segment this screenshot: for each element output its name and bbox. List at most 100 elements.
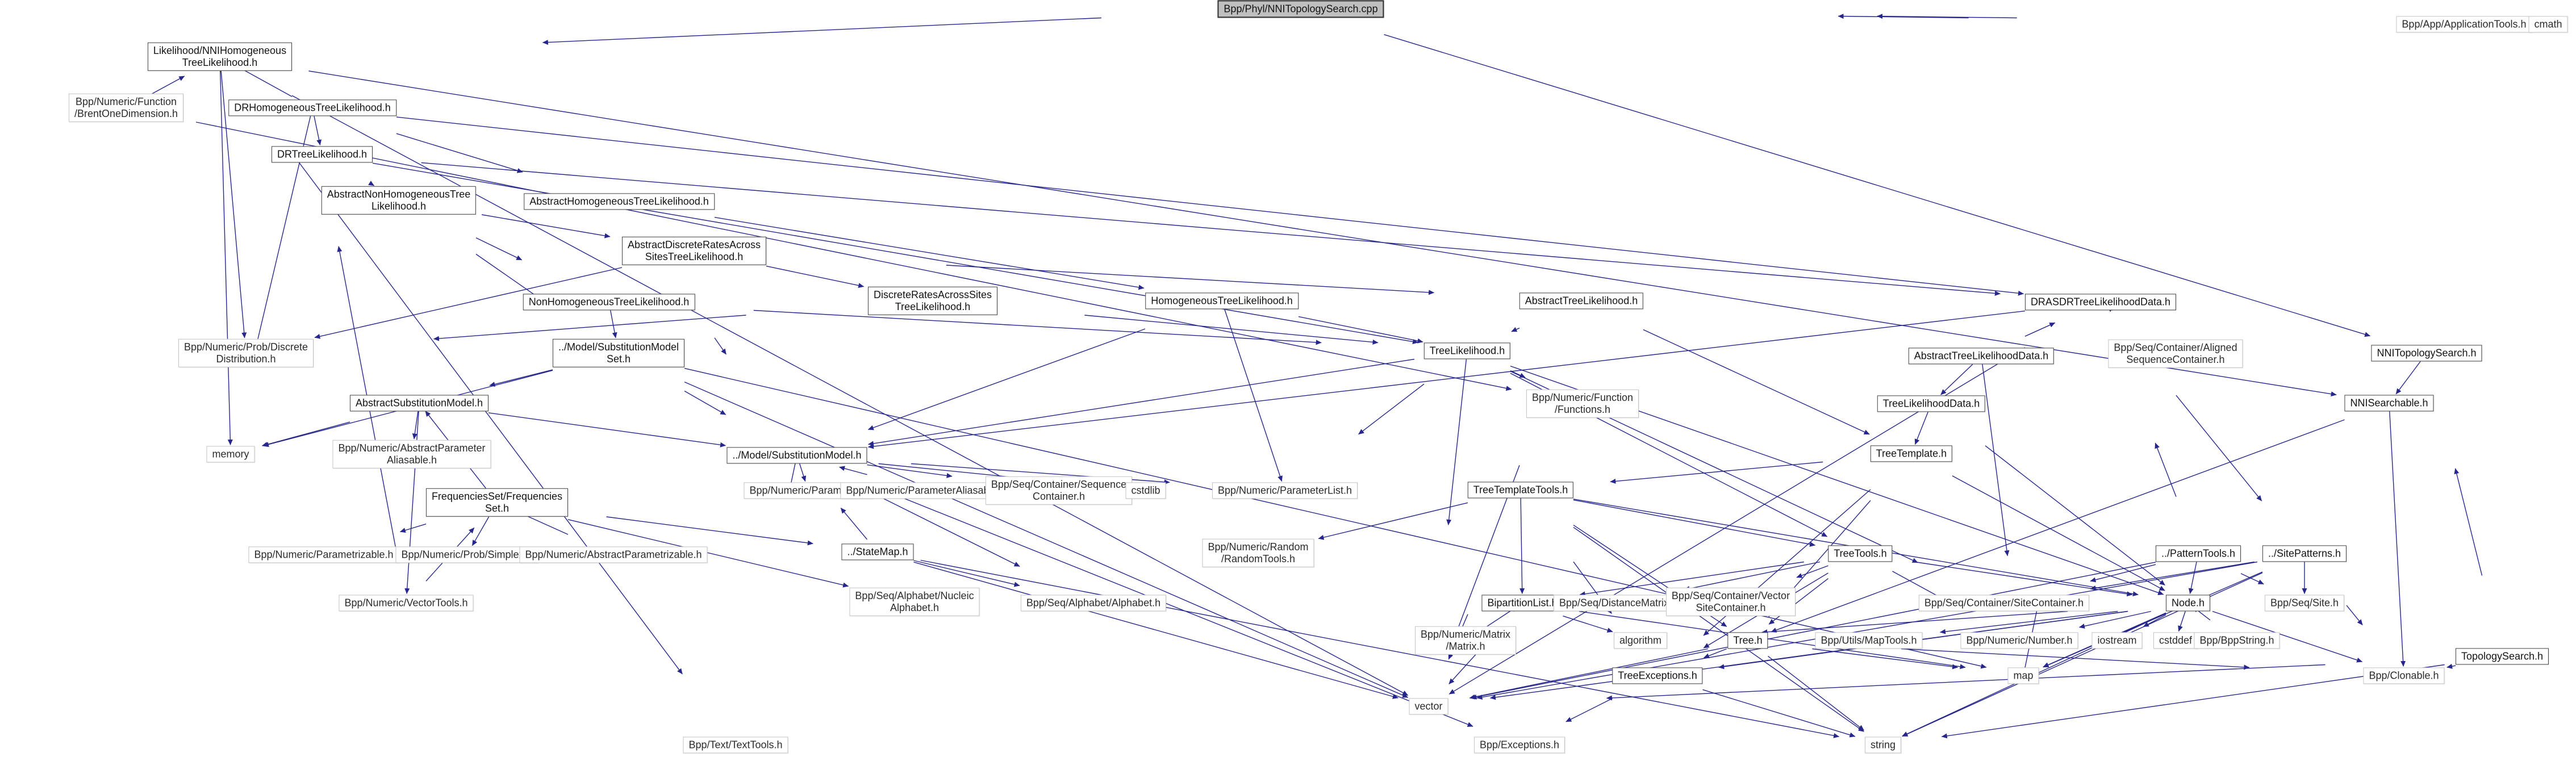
include-node-node[interactable]: Node.h [2165, 595, 2211, 612]
include-node-absHomog[interactable]: AbstractHomogeneousTreeLikelihood.h [524, 193, 715, 210]
include-edge-node-iostream [2143, 614, 2166, 628]
include-edge-modelSet-map [684, 367, 1987, 669]
include-node-absParamAlias[interactable]: Bpp/Numeric/AbstractParameter Aliasable.… [332, 440, 491, 469]
include-node-distMatrix[interactable]: Bpp/Seq/DistanceMatrix.h [1553, 595, 1684, 612]
include-node-root[interactable]: Bpp/Phyl/NNITopologySearch.cpp [1217, 0, 1384, 18]
include-node-treeLik[interactable]: TreeLikelihood.h [1423, 342, 1511, 359]
include-node-cmath[interactable]: cmath [2528, 16, 2568, 33]
include-node-cstddef[interactable]: cstddef [2153, 632, 2198, 649]
include-node-treeTemplate[interactable]: TreeTemplate.h [1870, 445, 1953, 462]
include-node-homog[interactable]: HomogeneousTreeLikelihood.h [1145, 292, 1299, 310]
include-node-siteContainer[interactable]: Bpp/Seq/Container/SiteContainer.h [1918, 595, 2090, 612]
include-node-tree[interactable]: Tree.h [1727, 632, 1768, 649]
include-node-absParametrizable[interactable]: Bpp/Numeric/AbstractParametrizable.h [519, 546, 708, 563]
include-node-nniSearch[interactable]: NNISearchable.h [2344, 395, 2434, 412]
include-edge-subModel-paramAlias [839, 466, 867, 475]
include-edge-tree-clonable [1901, 648, 2250, 670]
include-node-paramList[interactable]: Bpp/Numeric/ParameterList.h [1212, 482, 1358, 499]
include-node-subModel[interactable]: ../Model/SubstitutionModel.h [727, 447, 867, 464]
include-edge-root-nniHomog [542, 17, 1101, 45]
include-edge-homog-subModel [867, 328, 1146, 430]
include-edge-stateMap-string [920, 559, 1840, 738]
include-node-drasdrData[interactable]: DRASDRTreeLikelihoodData.h [2024, 294, 2177, 311]
include-node-tlData[interactable]: TreeLikelihoodData.h [1877, 395, 1986, 412]
include-node-iostream[interactable]: iostream [2091, 632, 2143, 649]
include-edge-tree-treeExceptions [1703, 648, 1727, 659]
include-node-alignedSeq[interactable]: Bpp/Seq/Container/Aligned SequenceContai… [2108, 339, 2243, 369]
include-node-alphabet[interactable]: Bpp/Seq/Alphabet/Alphabet.h [1020, 595, 1167, 612]
include-node-patternTools[interactable]: ../PatternTools.h [2155, 545, 2241, 562]
include-node-vectorSite[interactable]: Bpp/Seq/Container/Vector SiteContainer.h [1665, 587, 1796, 617]
include-node-number[interactable]: Bpp/Numeric/Number.h [1960, 632, 2078, 649]
include-node-textTools[interactable]: Bpp/Text/TextTools.h [683, 737, 788, 754]
include-node-discDist[interactable]: Bpp/Numeric/Prob/Discrete Distribution.h [178, 338, 314, 368]
include-edge-absSubModel-subModel [488, 412, 726, 447]
include-edge-drasdrData-patternTools [2155, 442, 2177, 497]
include-node-drHomog[interactable]: DRHomogeneousTreeLikelihood.h [228, 99, 396, 116]
include-edge-patternTools-node [2188, 562, 2197, 594]
include-edge-absNonHomog-nonHomog [475, 237, 523, 261]
include-node-bipartition[interactable]: BipartitionList.h [1481, 595, 1563, 612]
include-edge-freqSet-simplex [471, 516, 490, 546]
include-node-absNonHomog[interactable]: AbstractNonHomogeneousTree Likelihood.h [321, 186, 477, 215]
include-node-matrix[interactable]: Bpp/Numeric/Matrix /Matrix.h [1414, 626, 1517, 655]
include-edge-treeTemplate-ttTools [1610, 461, 1823, 484]
include-node-randomTools[interactable]: Bpp/Numeric/Random /RandomTools.h [1202, 538, 1314, 568]
include-node-nniHomog[interactable]: Likelihood/NNIHomogeneous TreeLikelihood… [147, 42, 293, 72]
include-node-absSubModel[interactable]: AbstractSubstitutionModel.h [349, 395, 489, 412]
include-node-vector[interactable]: vector [1409, 698, 1448, 715]
include-node-modelSet[interactable]: ../Model/SubstitutionModel Set.h [552, 338, 685, 368]
include-node-drTree[interactable]: DRTreeLikelihood.h [271, 146, 373, 163]
include-node-topoSearch[interactable]: TopologySearch.h [2455, 648, 2549, 665]
include-node-appTools[interactable]: Bpp/App/ApplicationTools.h [2396, 16, 2532, 33]
include-node-nucAlphabet[interactable]: Bpp/Seq/Alphabet/Nucleic Alphabet.h [849, 587, 980, 617]
include-edge-drasdrData-subModel [868, 310, 2026, 449]
include-edge-brent-funcH [195, 122, 1512, 391]
include-node-stateMap[interactable]: ../StateMap.h [841, 543, 914, 561]
include-edge-nniSearch-clonable [2389, 411, 2406, 667]
include-edge-patternTools-vector [1471, 562, 2156, 700]
include-node-nonHomog[interactable]: NonHomogeneousTreeLikelihood.h [523, 294, 695, 311]
include-node-parametrizable[interactable]: Bpp/Numeric/Parametrizable.h [248, 546, 399, 563]
include-node-map[interactable]: map [2007, 667, 2039, 684]
include-edge-topoSearch-clonable [2446, 663, 2456, 669]
include-node-exceptions[interactable]: Bpp/Exceptions.h [1473, 737, 1565, 754]
include-node-cstdlib[interactable]: cstdlib [1125, 482, 1166, 499]
include-node-absTLData[interactable]: AbstractTreeLikelihoodData.h [1908, 348, 2055, 365]
include-node-treeTools[interactable]: TreeTools.h [1828, 545, 1893, 562]
include-edge-patternTools-site [2240, 573, 2264, 585]
include-edge-node-mapTools [1940, 610, 2118, 634]
include-node-seqContainer[interactable]: Bpp/Seq/Container/Sequence Container.h [985, 476, 1133, 505]
include-node-freqSet[interactable]: FrequenciesSet/Frequencies Set.h [425, 488, 569, 517]
include-node-bppString[interactable]: Bpp/BppString.h [2194, 632, 2280, 649]
include-edge-subModel-seqContainer [867, 464, 953, 478]
include-node-simplex[interactable]: Bpp/Numeric/Prob/Simplex.h [395, 546, 538, 563]
include-node-funcH[interactable]: Bpp/Numeric/Function /Functions.h [1526, 389, 1639, 419]
include-edge-dras-treeLik [1084, 315, 1379, 345]
include-edge-stateMap-alphabet [913, 560, 1020, 587]
include-node-treeExceptions[interactable]: TreeExceptions.h [1612, 667, 1703, 684]
include-node-clonable[interactable]: Bpp/Clonable.h [2363, 667, 2445, 684]
include-node-absTL[interactable]: AbstractTreeLikelihood.h [1519, 292, 1644, 310]
include-node-dras[interactable]: DiscreteRatesAcrossSites TreeLikelihood.… [867, 286, 998, 316]
include-node-memory[interactable]: memory [206, 446, 255, 463]
include-node-brent[interactable]: Bpp/Numeric/Function /BrentOneDimension.… [68, 93, 184, 123]
include-edge-absDRAS-absTL [946, 265, 1435, 295]
include-node-site[interactable]: Bpp/Seq/Site.h [2264, 595, 2345, 612]
include-node-sitePatterns[interactable]: ../SitePatterns.h [2262, 545, 2347, 562]
include-node-ttTools[interactable]: TreeTemplateTools.h [1467, 482, 1574, 499]
include-edge-sitePatterns-vector [1476, 561, 2258, 700]
include-node-string[interactable]: string [1864, 737, 1902, 754]
include-node-algorithm[interactable]: algorithm [1613, 632, 1668, 649]
include-edge-treeLik-paramList [1358, 383, 1425, 435]
include-node-vectorTools[interactable]: Bpp/Numeric/VectorTools.h [339, 595, 474, 612]
include-edge-drHomog-absHomog [396, 133, 523, 173]
include-node-absDRAS[interactable]: AbstractDiscreteRatesAcross SitesTreeLik… [621, 236, 767, 266]
include-node-mapTools[interactable]: Bpp/Utils/MapTools.h [1815, 632, 1923, 649]
include-edge-absTLData-map [1982, 364, 2010, 557]
include-node-nniTopoH[interactable]: NNITopologySearch.h [2371, 345, 2482, 362]
include-edge-bipartition-algorithm [1563, 616, 1613, 633]
include-edge-modelSet-subModel [684, 390, 727, 415]
include-edge-absSubModel-vectorTools [404, 411, 419, 594]
